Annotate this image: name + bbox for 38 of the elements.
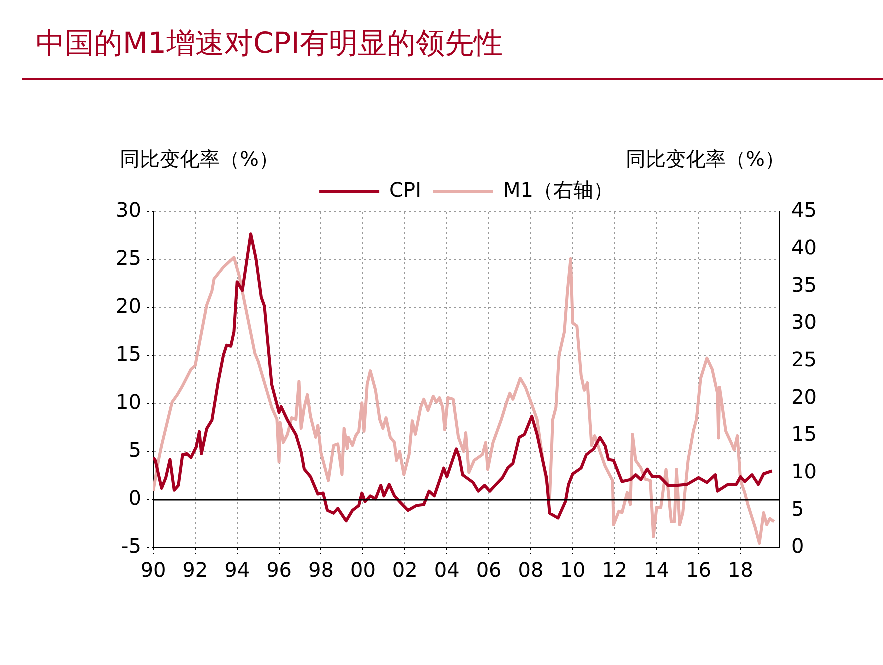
y2-tick-label: 40: [792, 236, 818, 260]
x-tick-label: 00: [350, 558, 376, 582]
y2-tick-label: 15: [792, 422, 818, 446]
x-tick-label: 98: [308, 558, 334, 582]
y-tick-label: -5: [121, 534, 142, 558]
x-tick-label: 06: [476, 558, 502, 582]
y-axis-title: 同比变化率（%）: [120, 146, 280, 173]
y-tick-label: 10: [116, 390, 142, 414]
x-tick-label: 92: [182, 558, 208, 582]
y-tick-label: 20: [116, 294, 142, 318]
y2-tick-label: 25: [792, 348, 818, 372]
x-tick-label: 18: [728, 558, 754, 582]
x-tick-label: 08: [518, 558, 544, 582]
y-tick-label: 5: [128, 438, 142, 462]
y2-tick-label: 35: [792, 272, 818, 297]
y2-tick-label: 5: [792, 496, 804, 521]
x-tick-label: 90: [140, 558, 166, 582]
chart-title: 中国的M1增速对CPI有明显的领先性: [36, 25, 503, 62]
x-tick-label: 12: [602, 558, 628, 582]
legend-label: CPI: [390, 178, 422, 202]
y2-tick-label: 30: [792, 310, 818, 334]
y-tick-label: 0: [128, 486, 142, 510]
y2-axis-title: 同比变化率（%）: [626, 146, 786, 173]
y2-tick-label: 0: [792, 534, 804, 558]
x-tick-label: 14: [644, 558, 670, 582]
x-tick-label: 04: [434, 558, 460, 582]
y2-tick-label: 10: [792, 460, 818, 484]
y2-tick-label: 20: [792, 384, 818, 409]
x-tick-label: 96: [266, 558, 292, 582]
y2-tick-label: 45: [792, 198, 818, 222]
legend-label: M1（右轴）: [503, 178, 614, 202]
y-tick-label: 25: [116, 246, 142, 270]
x-tick-label: 16: [686, 558, 712, 582]
y-tick-label: 30: [116, 198, 142, 222]
x-tick-label: 10: [560, 558, 586, 582]
x-tick-label: 02: [392, 558, 418, 582]
x-tick-label: 94: [224, 558, 250, 582]
y-tick-label: 15: [116, 342, 142, 366]
